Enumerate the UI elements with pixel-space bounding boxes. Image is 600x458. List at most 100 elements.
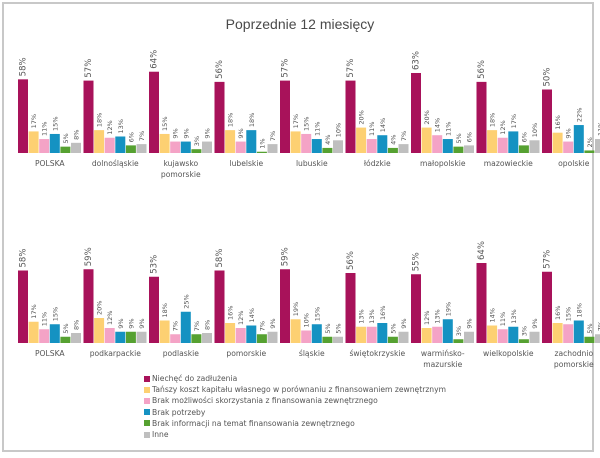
legend-label: Niechęć do zadłużenia xyxy=(152,374,238,383)
bar xyxy=(71,333,81,343)
bar xyxy=(267,144,278,153)
data-label: 57% xyxy=(346,59,356,78)
data-label: 57% xyxy=(84,59,94,78)
data-label: 5% xyxy=(389,323,397,333)
bar xyxy=(377,135,388,153)
bar xyxy=(518,145,529,153)
legend-item: Brak informacji na temat finansowania ze… xyxy=(144,418,446,429)
data-label: 18% xyxy=(227,113,235,127)
data-label: 17% xyxy=(510,114,518,128)
data-label: 5% xyxy=(455,133,463,143)
bar xyxy=(280,269,290,343)
data-label: 6% xyxy=(520,132,528,142)
data-label: 15% xyxy=(51,116,59,130)
data-label: 9% xyxy=(531,318,539,328)
legend-label: Brak potrzeby xyxy=(152,407,206,417)
legend-swatch xyxy=(144,409,150,416)
data-label: 13% xyxy=(510,309,518,323)
bar xyxy=(290,131,301,153)
data-label: 5% xyxy=(324,323,332,333)
legend-swatch xyxy=(144,398,150,404)
category-label: małopolskie xyxy=(420,159,466,168)
bar xyxy=(487,325,498,343)
category-label: podkarpackie xyxy=(90,349,141,358)
category-label: lubuskie xyxy=(296,159,328,168)
legend-swatch xyxy=(144,431,150,438)
bar xyxy=(202,333,212,343)
bar xyxy=(529,140,540,153)
bar xyxy=(180,311,191,343)
data-label: 59% xyxy=(84,247,94,266)
bar xyxy=(552,323,563,343)
data-label: 10% xyxy=(303,313,311,327)
bar xyxy=(432,326,443,343)
bar xyxy=(94,130,105,153)
bar xyxy=(464,145,474,153)
bar xyxy=(301,133,312,153)
bar xyxy=(83,80,94,153)
bar xyxy=(464,331,474,343)
data-label: 5% xyxy=(62,133,70,143)
bar xyxy=(345,273,356,343)
bar xyxy=(333,336,343,343)
bar xyxy=(49,133,60,153)
category-label: kujawsko pomorskie xyxy=(161,159,201,179)
bar xyxy=(508,131,519,153)
bar xyxy=(225,323,236,343)
data-label: 9% xyxy=(237,128,245,138)
bar xyxy=(225,130,236,153)
legend-item: Brak możliwości skorzystania z finansowa… xyxy=(144,395,446,406)
data-label: 64% xyxy=(477,241,487,260)
data-label: 6% xyxy=(466,132,474,142)
bar xyxy=(267,331,278,343)
bar xyxy=(170,141,181,153)
data-label: 17% xyxy=(30,114,38,128)
bar xyxy=(322,147,333,153)
bar xyxy=(411,274,421,343)
category-label: POLSKA xyxy=(35,159,65,168)
category-label: dolnośląskie xyxy=(92,159,139,168)
data-label: 57% xyxy=(281,59,291,78)
bar xyxy=(136,144,147,153)
data-label: 7% xyxy=(269,131,277,141)
bar xyxy=(542,89,552,153)
bar xyxy=(159,320,170,343)
category-label: mazowieckie xyxy=(484,159,533,168)
category-label: pomorskie xyxy=(226,349,266,358)
data-label: 15% xyxy=(565,307,573,321)
data-label: 7% xyxy=(597,321,600,331)
bar xyxy=(18,270,28,343)
data-label: 9% xyxy=(565,128,573,138)
bar xyxy=(366,326,377,343)
bar xyxy=(202,141,212,153)
category-label: opolskie xyxy=(558,159,590,168)
data-label: 12% xyxy=(423,311,431,325)
bar xyxy=(421,328,432,343)
bar xyxy=(136,331,147,343)
bar xyxy=(333,140,343,153)
bar xyxy=(387,147,398,153)
data-label: 14% xyxy=(489,308,497,322)
bar xyxy=(584,336,595,343)
bar xyxy=(421,127,432,153)
data-label: 15% xyxy=(303,116,311,130)
data-label: 16% xyxy=(554,115,562,129)
category-label: warmińsko-mazurskie xyxy=(421,349,465,369)
bar xyxy=(518,339,529,343)
data-label: 16% xyxy=(554,306,562,320)
bar xyxy=(28,321,39,343)
bar xyxy=(256,334,267,343)
bar xyxy=(497,329,508,343)
category-label: lubelskie xyxy=(229,159,263,168)
bar xyxy=(573,125,584,153)
bar xyxy=(159,133,170,153)
legend-swatch xyxy=(144,375,150,382)
bar xyxy=(83,269,94,343)
data-label: 53% xyxy=(150,255,160,274)
bar xyxy=(595,334,600,343)
bar xyxy=(149,276,159,343)
bar xyxy=(595,139,600,153)
bar xyxy=(508,326,519,343)
